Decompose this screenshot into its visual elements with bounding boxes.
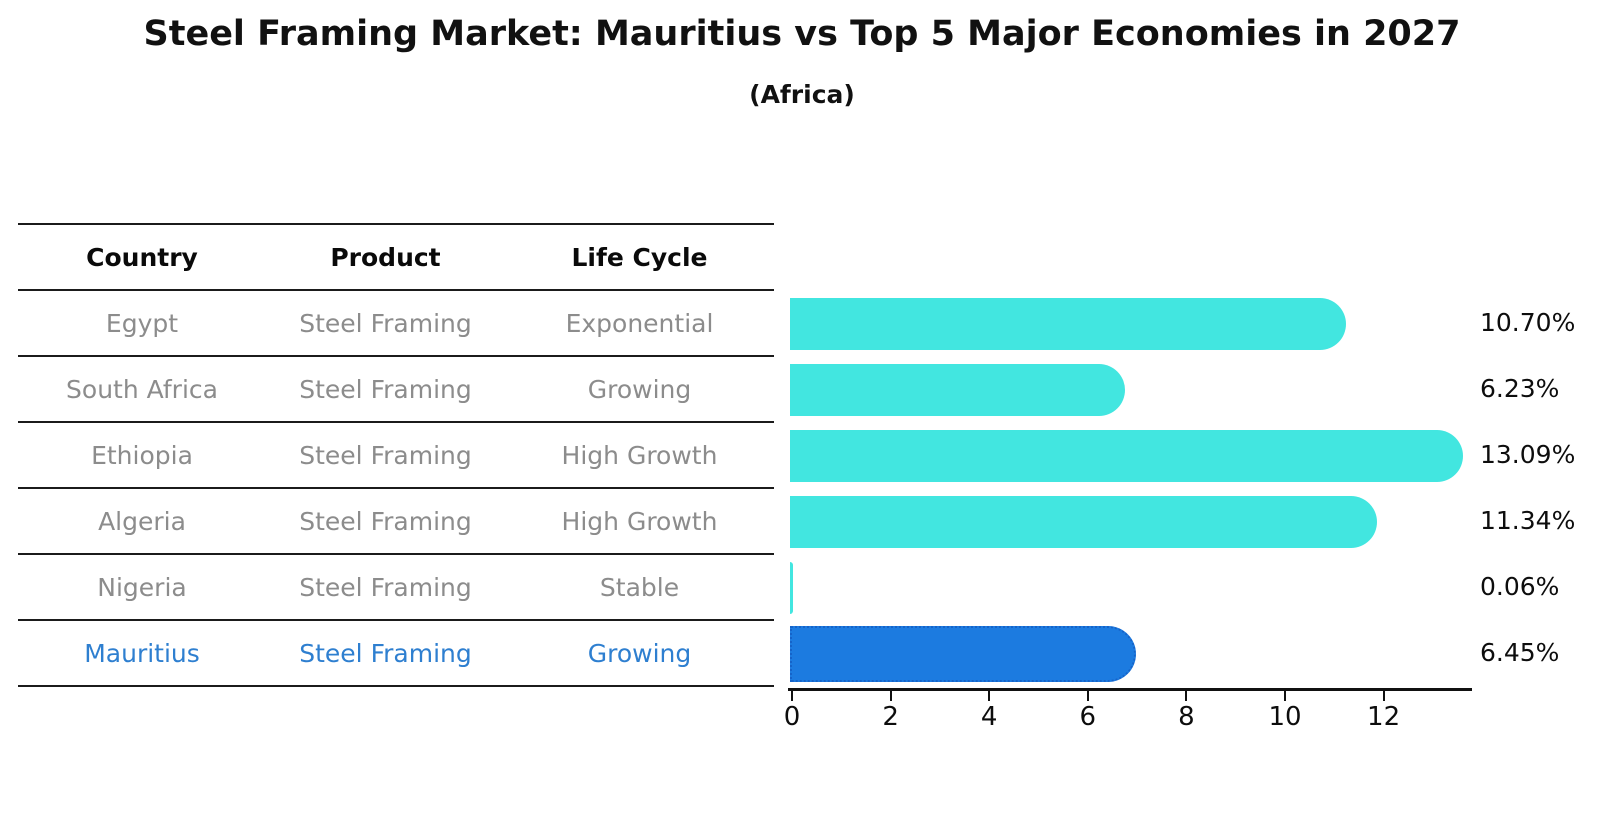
x-tick-mark xyxy=(1284,691,1286,701)
lifecycle-cell: Growing xyxy=(587,638,692,668)
x-tick-mark xyxy=(988,691,991,701)
x-tick-label: 12 xyxy=(1367,702,1401,732)
value-label-south-africa: 6.23% xyxy=(1480,374,1560,403)
bar-south-africa xyxy=(790,364,1126,416)
table-row: South Africa Steel Framing Growing xyxy=(18,357,774,423)
table-body: Egypt Steel Framing Exponential South Af… xyxy=(18,291,774,687)
x-tick-label: 0 xyxy=(783,702,801,732)
country-cell: Algeria xyxy=(98,506,186,536)
product-cell: Steel Framing xyxy=(299,440,472,470)
x-tick-label: 2 xyxy=(882,702,899,732)
column-header-country: Country xyxy=(86,242,198,272)
bar-egypt xyxy=(790,298,1346,350)
country-cell: Mauritius xyxy=(84,638,200,668)
table-row: Egypt Steel Framing Exponential xyxy=(18,291,774,357)
x-tick-label: 6 xyxy=(1079,702,1097,732)
product-cell: Steel Framing xyxy=(299,506,472,536)
x-tick-mark xyxy=(1185,691,1188,701)
x-tick-mark xyxy=(1086,691,1089,701)
country-cell: Nigeria xyxy=(97,572,187,602)
lifecycle-cell: Stable xyxy=(599,572,680,602)
table-row: Ethiopia Steel Framing High Growth xyxy=(18,423,774,489)
product-cell: Steel Framing xyxy=(299,308,472,338)
country-cell: Ethiopia xyxy=(91,440,193,470)
x-tick-mark xyxy=(791,691,793,701)
chart-title: Steel Framing Market: Mauritius vs Top 5… xyxy=(143,14,1461,54)
value-label-nigeria: 0.06% xyxy=(1480,572,1560,601)
country-cell: Egypt xyxy=(105,308,179,338)
column-header-lifecycle: Life Cycle xyxy=(571,242,708,272)
table-header-row: Country Product Life Cycle xyxy=(18,223,774,291)
value-label-ethiopia: 13.09% xyxy=(1480,440,1576,469)
country-table: Country Product Life Cycle Egypt Steel F… xyxy=(18,223,774,687)
bar-ethiopia xyxy=(790,430,1464,482)
lifecycle-cell: Growing xyxy=(587,374,692,404)
table-row: Mauritius Steel Framing Growing xyxy=(18,621,774,687)
lifecycle-cell: Exponential xyxy=(565,308,714,338)
chart-subtitle: (Africa) xyxy=(749,80,855,109)
value-label-egypt: 10.70% xyxy=(1480,308,1576,337)
bar-nigeria xyxy=(790,562,793,614)
bar-mauritius xyxy=(790,626,1136,682)
x-tick-label: 4 xyxy=(980,702,998,732)
table-row: Nigeria Steel Framing Stable xyxy=(18,555,774,621)
x-tick-label: 10 xyxy=(1268,702,1302,732)
bar-algeria xyxy=(790,496,1378,548)
table-row: Algeria Steel Framing High Growth xyxy=(18,489,774,555)
lifecycle-cell: High Growth xyxy=(561,440,718,470)
value-label-mauritius: 6.45% xyxy=(1480,638,1560,667)
country-cell: South Africa xyxy=(66,374,218,404)
x-tick-mark xyxy=(889,691,892,701)
value-label-algeria: 11.34% xyxy=(1480,506,1576,535)
product-cell: Steel Framing xyxy=(299,638,472,668)
x-tick-label: 8 xyxy=(1178,702,1195,732)
product-cell: Steel Framing xyxy=(299,572,472,602)
lifecycle-cell: High Growth xyxy=(561,506,718,536)
column-header-product: Product xyxy=(330,242,441,272)
x-axis-line xyxy=(788,688,1472,691)
product-cell: Steel Framing xyxy=(299,374,472,404)
x-tick-mark xyxy=(1382,691,1385,701)
